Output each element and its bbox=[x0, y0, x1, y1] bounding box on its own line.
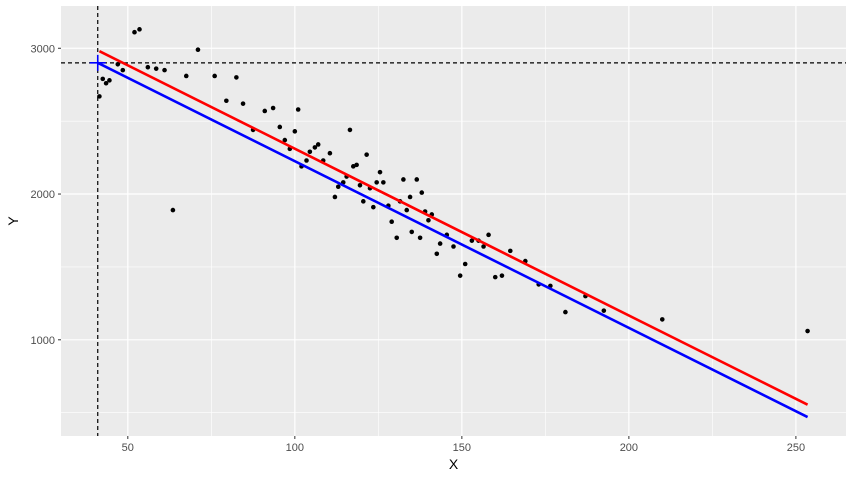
data-point bbox=[486, 232, 491, 238]
data-point bbox=[381, 180, 386, 185]
data-point bbox=[224, 98, 229, 104]
data-point bbox=[312, 145, 318, 150]
data-point bbox=[417, 235, 423, 241]
data-point bbox=[563, 309, 568, 315]
data-point bbox=[659, 317, 665, 322]
data-point bbox=[212, 73, 217, 79]
x-tick-label: 250 bbox=[787, 442, 805, 454]
x-tick-label: 50 bbox=[122, 442, 134, 454]
data-point bbox=[307, 149, 313, 155]
data-point bbox=[374, 180, 379, 185]
x-tick-label: 150 bbox=[453, 442, 471, 454]
data-point bbox=[153, 66, 159, 71]
data-point bbox=[419, 190, 425, 195]
x-axis-title: X bbox=[449, 456, 459, 472]
data-point bbox=[240, 101, 246, 106]
data-point bbox=[262, 108, 268, 114]
data-point bbox=[270, 105, 276, 111]
data-point bbox=[347, 127, 353, 133]
plus-cross-icon bbox=[89, 54, 106, 71]
data-point bbox=[282, 137, 288, 143]
data-point bbox=[601, 308, 607, 313]
data-point bbox=[183, 73, 189, 79]
data-point bbox=[132, 29, 137, 35]
data-point bbox=[170, 207, 176, 213]
data-point bbox=[295, 107, 301, 112]
data-point bbox=[97, 94, 102, 99]
data-point bbox=[426, 217, 431, 223]
data-point bbox=[234, 75, 239, 80]
data-point bbox=[499, 273, 505, 278]
data-point bbox=[354, 162, 359, 168]
data-point bbox=[414, 177, 420, 182]
data-point bbox=[304, 158, 309, 163]
data-point bbox=[492, 274, 498, 280]
data-point bbox=[357, 182, 363, 188]
data-point bbox=[327, 150, 333, 156]
data-point bbox=[371, 204, 376, 210]
data-point bbox=[481, 244, 486, 249]
data-point bbox=[389, 219, 395, 225]
data-point bbox=[292, 129, 298, 134]
data-point bbox=[107, 78, 112, 83]
axes: 50 100 150 200 250 1000 2000 3000 X Y bbox=[5, 43, 805, 472]
data-point bbox=[394, 235, 400, 241]
data-point bbox=[361, 199, 366, 204]
data-point bbox=[404, 207, 410, 213]
data-point bbox=[409, 229, 415, 235]
data-point bbox=[137, 27, 142, 32]
data-point bbox=[335, 184, 341, 190]
x-tick-label: 100 bbox=[286, 442, 304, 454]
gridlines bbox=[61, 6, 846, 436]
y-tick-label: 3000 bbox=[31, 43, 55, 55]
data-point bbox=[507, 248, 513, 254]
y-tick-label: 2000 bbox=[31, 189, 55, 201]
data-point bbox=[457, 273, 463, 278]
data-point bbox=[437, 241, 443, 246]
x-tick-label: 200 bbox=[620, 442, 638, 454]
data-point bbox=[805, 328, 810, 334]
data-point bbox=[462, 261, 468, 267]
data-point bbox=[451, 244, 456, 249]
data-point bbox=[195, 47, 201, 53]
data-point bbox=[100, 76, 106, 82]
data-point bbox=[407, 194, 413, 200]
plot-panel bbox=[61, 6, 846, 436]
data-point bbox=[434, 251, 440, 257]
data-point bbox=[469, 238, 475, 243]
data-point bbox=[103, 80, 109, 86]
data-point bbox=[332, 194, 338, 200]
y-tick-label: 1000 bbox=[31, 335, 55, 347]
data-point bbox=[115, 62, 121, 67]
data-point bbox=[315, 142, 321, 147]
y-axis-title: Y bbox=[5, 216, 21, 226]
data-layer bbox=[61, 6, 846, 436]
data-point bbox=[162, 67, 167, 73]
blue-fit-line bbox=[97, 61, 809, 419]
data-point bbox=[364, 152, 369, 157]
data-point bbox=[120, 67, 126, 73]
data-point bbox=[145, 64, 151, 70]
red-fit-line bbox=[98, 50, 809, 406]
data-point bbox=[377, 169, 383, 175]
data-point bbox=[401, 177, 406, 182]
data-point bbox=[277, 124, 283, 130]
